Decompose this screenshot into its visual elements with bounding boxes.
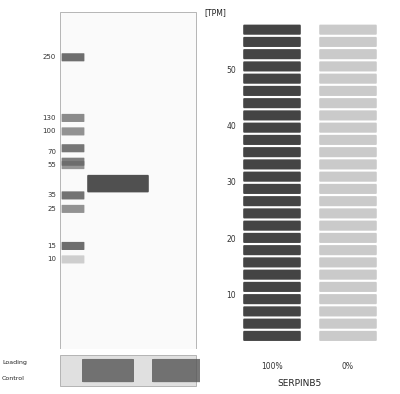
Text: 100%: 100% (261, 362, 283, 371)
Text: 50: 50 (226, 66, 236, 75)
FancyBboxPatch shape (243, 74, 301, 84)
Text: 10: 10 (47, 256, 56, 262)
FancyBboxPatch shape (62, 114, 84, 122)
FancyBboxPatch shape (319, 147, 377, 157)
FancyBboxPatch shape (62, 205, 84, 213)
FancyBboxPatch shape (319, 319, 377, 329)
Text: 10: 10 (226, 291, 236, 300)
FancyBboxPatch shape (62, 127, 84, 136)
FancyBboxPatch shape (319, 135, 377, 145)
Text: Loading: Loading (2, 360, 27, 365)
Text: Low: Low (172, 362, 188, 371)
FancyBboxPatch shape (319, 98, 377, 108)
FancyBboxPatch shape (62, 144, 84, 152)
FancyBboxPatch shape (243, 233, 301, 243)
FancyBboxPatch shape (87, 175, 149, 192)
FancyBboxPatch shape (319, 123, 377, 133)
Text: SERPINB5: SERPINB5 (278, 379, 322, 388)
FancyBboxPatch shape (243, 245, 301, 255)
FancyBboxPatch shape (243, 86, 301, 96)
FancyBboxPatch shape (243, 319, 301, 329)
FancyBboxPatch shape (319, 110, 377, 121)
FancyBboxPatch shape (82, 359, 134, 382)
FancyBboxPatch shape (243, 24, 301, 35)
FancyBboxPatch shape (319, 257, 377, 268)
FancyBboxPatch shape (62, 242, 84, 250)
FancyBboxPatch shape (62, 191, 84, 199)
FancyBboxPatch shape (319, 24, 377, 35)
Text: 130: 130 (42, 115, 56, 121)
FancyBboxPatch shape (152, 359, 204, 382)
FancyBboxPatch shape (243, 294, 301, 304)
FancyBboxPatch shape (319, 331, 377, 341)
FancyBboxPatch shape (243, 282, 301, 292)
FancyBboxPatch shape (319, 74, 377, 84)
FancyBboxPatch shape (319, 172, 377, 182)
Text: Control: Control (2, 376, 25, 381)
Text: [TPM]: [TPM] (204, 8, 226, 17)
FancyBboxPatch shape (243, 37, 301, 47)
FancyBboxPatch shape (62, 158, 84, 166)
FancyBboxPatch shape (243, 98, 301, 108)
Text: 30: 30 (226, 178, 236, 187)
Text: 40: 40 (226, 122, 236, 131)
FancyBboxPatch shape (319, 221, 377, 231)
Text: 35: 35 (47, 192, 56, 199)
FancyBboxPatch shape (319, 49, 377, 59)
FancyBboxPatch shape (243, 147, 301, 157)
FancyBboxPatch shape (60, 12, 196, 349)
FancyBboxPatch shape (319, 294, 377, 304)
FancyBboxPatch shape (319, 307, 377, 316)
FancyBboxPatch shape (319, 245, 377, 255)
FancyBboxPatch shape (243, 307, 301, 316)
FancyBboxPatch shape (243, 135, 301, 145)
FancyBboxPatch shape (62, 255, 84, 264)
FancyBboxPatch shape (319, 86, 377, 96)
Text: 20: 20 (226, 234, 236, 243)
FancyBboxPatch shape (243, 221, 301, 231)
FancyBboxPatch shape (319, 196, 377, 206)
FancyBboxPatch shape (243, 159, 301, 169)
FancyBboxPatch shape (243, 196, 301, 206)
Text: 15: 15 (47, 243, 56, 249)
Text: 250: 250 (43, 54, 56, 60)
FancyBboxPatch shape (243, 184, 301, 194)
FancyBboxPatch shape (243, 49, 301, 59)
Text: 0%: 0% (342, 362, 354, 371)
FancyBboxPatch shape (243, 61, 301, 71)
FancyBboxPatch shape (243, 208, 301, 218)
FancyBboxPatch shape (243, 257, 301, 268)
FancyBboxPatch shape (243, 110, 301, 121)
FancyBboxPatch shape (243, 331, 301, 341)
FancyBboxPatch shape (319, 269, 377, 280)
FancyBboxPatch shape (243, 172, 301, 182)
FancyBboxPatch shape (62, 53, 84, 61)
FancyBboxPatch shape (319, 37, 377, 47)
FancyBboxPatch shape (60, 355, 196, 386)
Text: 55: 55 (47, 162, 56, 168)
Text: High: High (93, 362, 111, 371)
FancyBboxPatch shape (319, 159, 377, 169)
FancyBboxPatch shape (319, 233, 377, 243)
FancyBboxPatch shape (319, 208, 377, 218)
Text: 25: 25 (47, 206, 56, 212)
FancyBboxPatch shape (319, 61, 377, 71)
Text: 70: 70 (47, 149, 56, 154)
FancyBboxPatch shape (243, 123, 301, 133)
FancyBboxPatch shape (62, 161, 84, 169)
FancyBboxPatch shape (243, 269, 301, 280)
Text: 100: 100 (42, 128, 56, 134)
FancyBboxPatch shape (319, 184, 377, 194)
FancyBboxPatch shape (319, 282, 377, 292)
